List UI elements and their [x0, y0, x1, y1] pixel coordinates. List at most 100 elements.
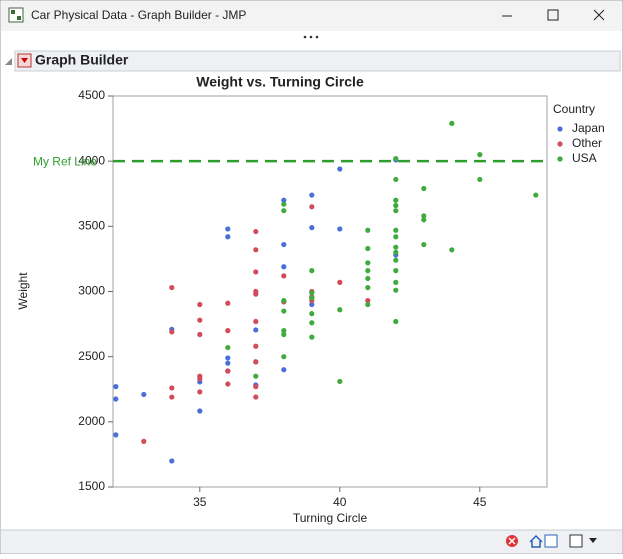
point [393, 287, 399, 293]
point [225, 368, 231, 374]
point [197, 301, 203, 308]
point [309, 311, 315, 317]
point [393, 202, 399, 209]
point [225, 328, 231, 334]
legend-marker [557, 156, 563, 162]
plot: 1500 2000 2500 3000 3500 4000 4500 35 40 45 My Ref… [33, 88, 605, 509]
point [393, 318, 399, 325]
point [309, 192, 315, 198]
point [225, 226, 231, 232]
point [253, 327, 259, 333]
point [253, 373, 259, 379]
point [309, 320, 315, 326]
layout-icon[interactable] [569, 534, 583, 548]
y-tick-label: 4000 [78, 153, 105, 167]
point [169, 458, 175, 464]
point [113, 384, 119, 390]
point [225, 234, 231, 240]
outline-header [14, 50, 621, 72]
point [113, 432, 119, 438]
point [393, 257, 399, 263]
point [309, 225, 315, 231]
x-tick-label: 35 [193, 495, 207, 509]
y-tick-label: 1500 [78, 479, 105, 493]
point [253, 269, 259, 275]
window-list-icon[interactable] [544, 534, 558, 548]
maximize-button[interactable] [547, 9, 559, 21]
point [309, 268, 315, 274]
point [421, 185, 427, 192]
point [169, 385, 175, 391]
legend-label: Japan [572, 121, 605, 135]
chart-title: Weight vs. Turning Circle [196, 74, 364, 90]
point [393, 249, 399, 255]
x-tick-label: 40 [333, 495, 347, 509]
point [281, 308, 287, 314]
point [393, 244, 399, 250]
point [281, 201, 287, 207]
point [281, 298, 287, 304]
home-icon[interactable] [529, 534, 543, 548]
point [337, 226, 343, 232]
point [197, 389, 203, 395]
point [421, 217, 427, 223]
point [365, 245, 371, 252]
point [533, 192, 539, 198]
point [393, 176, 399, 183]
point [197, 376, 203, 382]
point [365, 275, 371, 282]
y-tick-label: 3500 [78, 219, 105, 233]
point [281, 208, 287, 214]
point [113, 396, 119, 402]
point [393, 234, 399, 240]
point [393, 227, 399, 233]
point [365, 284, 371, 291]
legend-marker [557, 126, 563, 132]
point [309, 295, 315, 301]
point [169, 394, 175, 400]
outline-toggle[interactable] [5, 58, 12, 65]
y-tick-label: 4500 [78, 88, 105, 102]
point [393, 208, 399, 214]
point [393, 155, 399, 162]
point [421, 241, 427, 248]
point [337, 307, 343, 313]
more-dots[interactable] [303, 35, 319, 39]
point [253, 291, 259, 297]
point [141, 438, 147, 444]
point [169, 284, 175, 291]
point [281, 331, 287, 338]
point [253, 359, 259, 365]
point [393, 279, 399, 285]
point [197, 331, 203, 338]
point [477, 176, 483, 183]
point [197, 408, 203, 414]
point [365, 260, 371, 266]
layout-dropdown[interactable] [589, 538, 597, 543]
point [309, 301, 315, 308]
point [309, 334, 315, 340]
point [477, 152, 483, 158]
point [365, 301, 371, 308]
reference-line-label: My Ref Line [33, 154, 97, 168]
window-title: Car Physical Data - Graph Builder - JMP [31, 8, 246, 22]
point [253, 247, 259, 253]
status-bar [1, 530, 622, 553]
point [281, 197, 287, 203]
close-button[interactable] [593, 9, 605, 21]
point [225, 360, 231, 366]
y-tick-label: 2000 [78, 414, 105, 428]
point [225, 355, 231, 361]
point [141, 391, 147, 398]
point [253, 228, 259, 235]
point [281, 273, 287, 279]
point [197, 317, 203, 323]
point [393, 197, 399, 203]
point [253, 394, 259, 400]
y-axis-label: Weight [16, 272, 30, 310]
point [337, 279, 343, 285]
x-axis-label: Turning Circle [293, 511, 368, 525]
point [365, 227, 371, 233]
point [309, 204, 315, 210]
point [169, 329, 175, 335]
